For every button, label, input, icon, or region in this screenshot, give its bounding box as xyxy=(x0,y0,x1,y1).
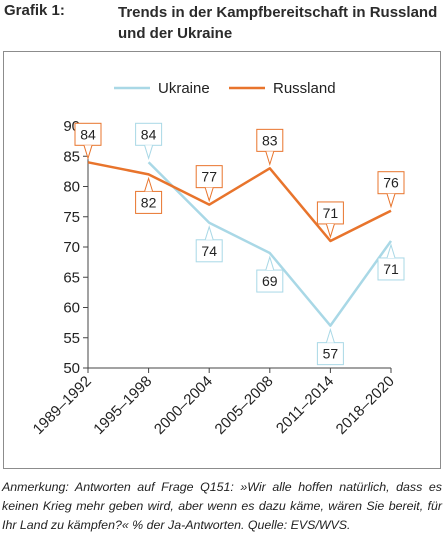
data-label-box xyxy=(377,257,405,281)
legend-label: Russland xyxy=(273,80,336,97)
y-tick-label: 60 xyxy=(63,300,80,317)
y-tick-label: 80 xyxy=(63,179,80,196)
data-label: 84 xyxy=(141,126,157,142)
series-line-ukraine xyxy=(147,161,393,327)
data-label-pointer xyxy=(386,193,396,209)
series-line-russland xyxy=(87,161,392,243)
data-label-pointer xyxy=(144,145,154,161)
data-label: 84 xyxy=(80,126,96,142)
x-tick-label: 2005–2008 xyxy=(212,373,277,438)
legend-label: Ukraine xyxy=(158,80,210,97)
data-label: 76 xyxy=(383,175,399,191)
y-tick-label: 50 xyxy=(63,360,80,377)
data-label: 83 xyxy=(262,132,278,148)
data-label-pointer xyxy=(204,187,214,203)
data-label: 82 xyxy=(141,194,157,210)
data-label-pointer xyxy=(265,255,275,271)
x-tick-label: 2018–2020 xyxy=(333,373,398,438)
data-label-pointer xyxy=(144,176,154,192)
y-tick-label: 55 xyxy=(63,330,80,347)
x-tick-label: 2000–2004 xyxy=(151,373,216,438)
y-tick-label: 65 xyxy=(63,269,80,286)
chart-frame: 50 55 60 65 70 75 80 85 90 1989–1992 1995–1998 2000… xyxy=(3,51,441,469)
data-label: 77 xyxy=(201,169,217,185)
y-tick-label: 85 xyxy=(63,148,80,165)
y-tick-label: 75 xyxy=(63,209,80,226)
x-tick-label: 1989–1992 xyxy=(30,373,95,438)
data-label-pointer xyxy=(386,243,396,259)
data-label-pointer xyxy=(265,151,275,167)
data-label: 57 xyxy=(323,346,339,362)
data-label-pointer xyxy=(325,223,335,239)
data-label: 71 xyxy=(383,261,399,277)
line-chart: 5055606570758085901989–19921995–19982000… xyxy=(30,80,405,438)
data-label: 74 xyxy=(201,243,217,259)
data-label-pointer xyxy=(83,145,93,161)
data-label-pointer xyxy=(325,327,335,343)
y-tick-label: 70 xyxy=(63,239,80,256)
chart-title: Trends in der Kampfbereitschaft in Russl… xyxy=(118,4,438,42)
x-tick-label: 2011–2014 xyxy=(273,373,337,437)
footnote: Anmerkung: Antworten auf Frage Q151: »Wi… xyxy=(2,480,442,532)
data-label: 71 xyxy=(323,205,339,221)
x-tick-label: 1995–1998 xyxy=(90,373,155,438)
data-label: 69 xyxy=(262,273,278,289)
figure-label: Grafik 1: xyxy=(4,2,65,19)
chart-header: Grafik 1: Trends in der Kampfbereitschaf… xyxy=(0,0,444,50)
data-label-pointer xyxy=(204,225,214,240)
